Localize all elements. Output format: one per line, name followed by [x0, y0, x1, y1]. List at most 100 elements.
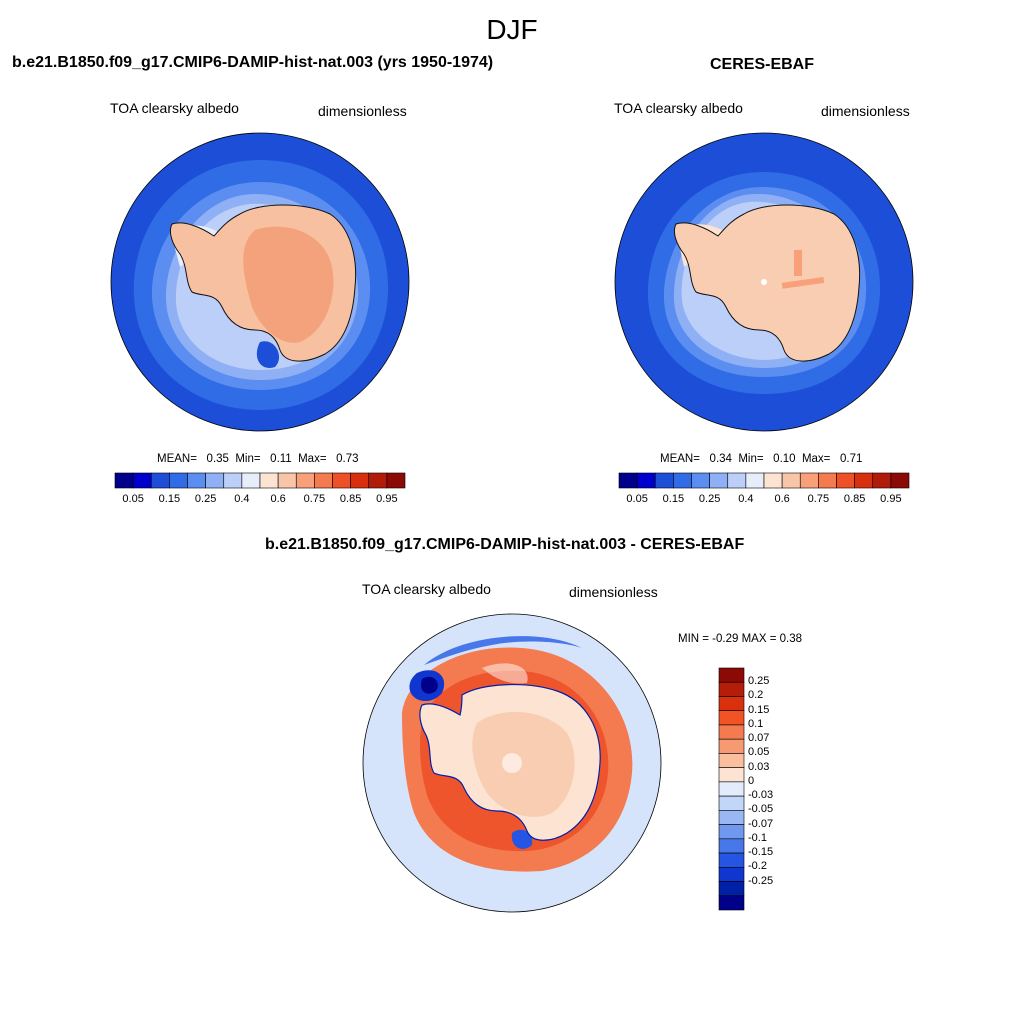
colorbar-swatch	[691, 472, 710, 489]
colorbar-tick-label: 0.25	[748, 675, 770, 688]
colorbar-swatch	[836, 472, 855, 489]
colorbar-swatch	[854, 472, 874, 489]
stats-model: MEAN= 0.35 Min= 0.11 Max= 0.73	[157, 453, 359, 465]
colorbar-tick-label: 0.03	[748, 760, 770, 773]
colorbar-ticks-model: 0.05 0.15 0.25 0.4 0.6 0.75 0.85 0.95	[115, 493, 405, 507]
colorbar-swatch	[872, 472, 892, 489]
colorbar-swatch	[718, 881, 745, 897]
colorbar-swatch	[718, 781, 745, 797]
colorbar-swatch	[132, 472, 152, 489]
page-title: DJF	[486, 14, 538, 45]
colorbar-tick-label: 0.15	[662, 493, 685, 505]
colorbar-swatch	[709, 472, 729, 489]
colorbar-tick-label: -0.2	[748, 860, 767, 873]
colorbar-tick-label: -0.05	[748, 803, 774, 816]
colorbar-swatch	[654, 472, 674, 489]
colorbar-swatch	[150, 472, 170, 489]
colorbar-tick-label: 0.75	[303, 493, 326, 505]
colorbar-swatch	[718, 710, 745, 726]
colorbar-swatch	[295, 472, 315, 489]
colorbar-swatch	[718, 810, 745, 825]
colorbar-swatch	[187, 472, 206, 489]
colorbar-swatch	[205, 472, 225, 489]
colorbar-swatch	[636, 472, 656, 489]
colorbar-tick-label: 0.4	[738, 493, 754, 505]
colorbar-tick-label: 0.1	[748, 717, 764, 730]
panel-header-model: b.e21.B1850.f09_g17.CMIP6-DAMIP-hist-nat…	[12, 54, 494, 71]
colorbar-swatch	[890, 472, 910, 489]
colorbar-swatch	[718, 681, 745, 697]
colorbar-swatch	[718, 824, 745, 840]
variable-label-diff: TOA clearsky albedo	[362, 581, 491, 597]
colorbar-tick-label: 0.2	[748, 689, 764, 702]
colorbar-tick-label: 0.75	[807, 493, 830, 505]
colorbar-swatch	[718, 795, 745, 811]
stats-obs: MEAN= 0.34 Min= 0.10 Max= 0.71	[660, 453, 863, 465]
colorbar-tick-label: 0.6	[774, 493, 790, 505]
colorbar-swatch	[223, 472, 243, 489]
colorbar-swatch	[763, 472, 783, 489]
colorbar-model	[114, 472, 406, 489]
colorbar-tick-label: 0.05	[748, 746, 770, 759]
polar-map-diff	[362, 613, 662, 913]
colorbar-swatch	[618, 472, 638, 489]
colorbar-tick-label: -0.25	[748, 874, 774, 887]
colorbar-tick-label: -0.1	[748, 831, 767, 844]
colorbar-tick-label: -0.07	[748, 817, 774, 830]
colorbar-swatch	[718, 696, 745, 712]
colorbar-tick-label: 0.95	[880, 493, 902, 505]
colorbar-tick-label: 0.05	[626, 493, 648, 505]
variable-label-model: TOA clearsky albedo	[110, 100, 239, 116]
colorbar-swatch	[314, 472, 333, 489]
colorbar-tick-label: 0.25	[698, 493, 721, 505]
colorbar-swatch	[332, 472, 351, 489]
colorbar-tick-label: 0.85	[339, 493, 362, 505]
colorbar-swatch	[350, 472, 370, 489]
panel-header-diff: b.e21.B1850.f09_g17.CMIP6-DAMIP-hist-nat…	[265, 536, 745, 553]
colorbar-swatch	[718, 724, 745, 740]
colorbar-swatch	[718, 738, 745, 754]
colorbar-tick-label: 0.15	[748, 703, 770, 716]
colorbar-swatch	[781, 472, 801, 489]
polar-map-obs	[614, 132, 914, 432]
variable-label-obs: TOA clearsky albedo	[614, 100, 743, 116]
colorbar-tick-label: 0.85	[843, 493, 866, 505]
units-label-obs: dimensionless	[821, 103, 910, 119]
colorbar-swatch	[727, 472, 747, 489]
colorbar-tick-label: 0.25	[194, 493, 217, 505]
colorbar-swatch	[745, 472, 765, 489]
colorbar-obs	[618, 472, 910, 489]
colorbar-swatch	[818, 472, 837, 489]
colorbar-swatch	[169, 472, 188, 489]
colorbar-swatch	[277, 472, 297, 489]
colorbar-swatch	[673, 472, 692, 489]
polar-map-model	[110, 132, 410, 432]
colorbar-diff	[718, 667, 745, 911]
colorbar-swatch	[718, 852, 745, 868]
colorbar-tick-label: -0.15	[748, 846, 774, 859]
colorbar-ticks-obs: 0.05 0.15 0.25 0.4 0.6 0.75 0.85 0.95	[619, 493, 909, 507]
colorbar-swatch	[368, 472, 388, 489]
colorbar-tick-label: 0.15	[158, 493, 181, 505]
colorbar-swatch	[718, 866, 745, 882]
colorbar-swatch	[799, 472, 819, 489]
units-label-diff: dimensionless	[569, 584, 658, 600]
colorbar-swatch	[718, 753, 745, 768]
range-text-diff: MIN = -0.29 MAX = 0.38	[678, 633, 803, 645]
colorbar-swatch	[718, 667, 745, 683]
colorbar-swatch	[718, 895, 745, 911]
colorbar-swatch	[241, 472, 261, 489]
colorbar-tick-label: 0.95	[376, 493, 398, 505]
colorbar-swatch	[718, 767, 745, 783]
colorbar-tick-label: 0	[748, 774, 755, 787]
panel-header-obs: CERES-EBAF	[710, 56, 815, 73]
colorbar-tick-label: 0.07	[748, 732, 770, 745]
colorbar-swatch	[114, 472, 134, 489]
colorbar-tick-label: 0.6	[270, 493, 286, 505]
colorbar-tick-label: 0.05	[122, 493, 144, 505]
colorbar-tick-label: 0.4	[234, 493, 250, 505]
colorbar-tick-label: -0.03	[748, 789, 774, 802]
antarctica-outline-obs	[673, 204, 861, 362]
colorbar-swatch	[386, 472, 406, 489]
colorbar-ticks-diff: 0.25 0.2 0.15 0.1 0.07 0.05 0.03 0 -0.03 -0.05 -0.…	[748, 668, 798, 910]
